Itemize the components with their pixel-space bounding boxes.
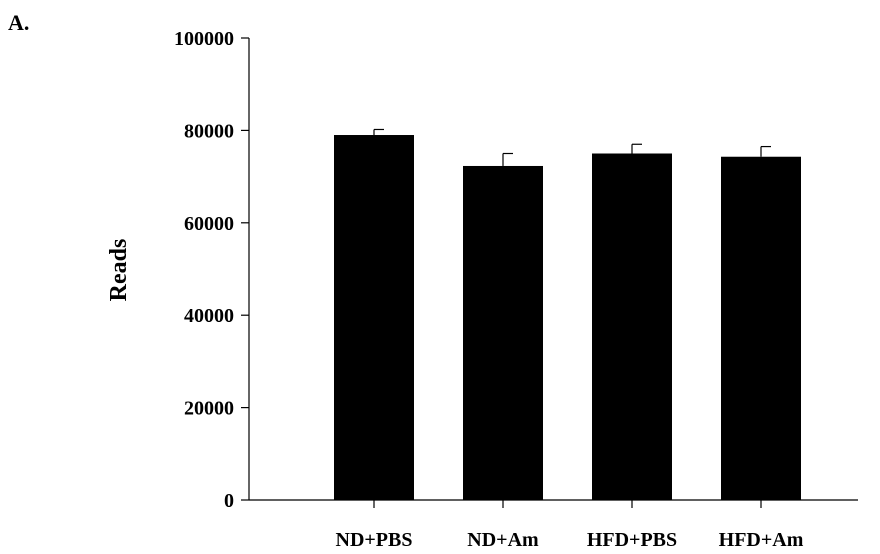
y-axis-ticks: 0 20000 40000 60000 80000 100000 [174, 28, 249, 512]
bar [334, 135, 414, 500]
x-tick-label: HFD+Am [719, 529, 804, 551]
y-tick-label: 40000 [184, 305, 234, 327]
y-tick-label: 80000 [184, 120, 234, 142]
y-tick-label: 0 [224, 490, 234, 512]
x-tick-label: ND+PBS [336, 529, 413, 551]
y-axis-label: Reads [106, 239, 132, 302]
x-axis-ticks: ND+PBS ND+Am HFD+PBS HFD+Am [336, 500, 804, 551]
y-tick-label: 100000 [174, 28, 234, 50]
panel-label: A. [8, 10, 29, 35]
bar [592, 153, 672, 500]
x-tick-label: HFD+PBS [587, 529, 677, 551]
y-tick-label: 60000 [184, 213, 234, 235]
x-tick-label: ND+Am [467, 529, 539, 551]
y-tick-label: 20000 [184, 398, 234, 420]
bar [463, 165, 543, 500]
bars [334, 128, 801, 500]
bar [721, 156, 801, 500]
